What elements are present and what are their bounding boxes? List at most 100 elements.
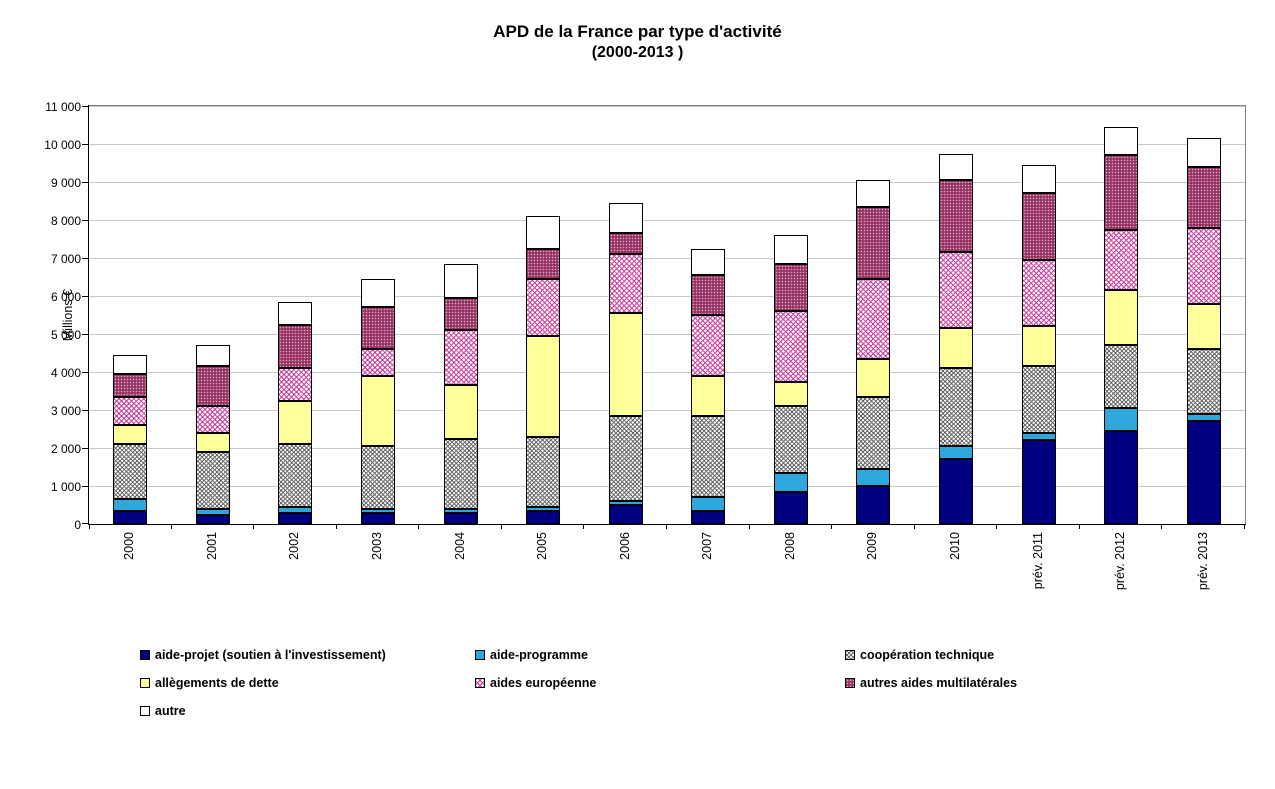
bar-segment-aides-europeenne	[526, 278, 561, 336]
bar	[443, 106, 478, 524]
x-tick-mark	[1078, 524, 1080, 529]
bar-segment-aide-projet	[443, 512, 478, 524]
bar-segment-autre	[195, 345, 230, 367]
bar-segment-aide-programme	[773, 472, 808, 492]
legend-item-aide-projet: aide-projet (soutien à l'investissement)	[140, 648, 475, 662]
y-tick-mark	[82, 296, 89, 297]
x-tick-mark	[1161, 524, 1163, 529]
y-tick-mark	[82, 448, 89, 449]
bar-segment-allegements-dette	[1186, 303, 1221, 350]
legend-label: allègements de dette	[155, 676, 279, 690]
y-tick-label: 0	[74, 518, 81, 532]
legend-label: aide-projet (soutien à l'investissement)	[155, 648, 386, 662]
bar-segment-autre	[443, 263, 478, 298]
bar-segment-aides-europeenne	[113, 396, 148, 426]
bar	[856, 106, 891, 524]
bar	[526, 106, 561, 524]
x-category-label: 2005	[535, 532, 550, 560]
bar-segment-aide-projet	[1186, 421, 1221, 524]
y-tick-mark	[82, 106, 89, 107]
legend-label: coopération technique	[860, 648, 995, 662]
bar-segment-allegements-dette	[361, 375, 395, 447]
bar-segment-cooperation-technique	[195, 451, 230, 509]
bar-segment-aide-programme	[113, 499, 148, 511]
bar-segment-autre	[773, 235, 808, 264]
x-category-label: 2008	[782, 532, 797, 560]
bar-segment-aides-europeenne	[361, 349, 395, 376]
x-tick-mark	[996, 524, 998, 529]
bar-segment-autre	[1021, 164, 1056, 194]
bar-segment-allegements-dette	[526, 335, 561, 437]
bar-segment-allegements-dette	[1021, 326, 1056, 367]
gridline	[89, 220, 1245, 221]
bar-segment-autres-multilaterales	[195, 366, 230, 407]
bar-segment-aide-projet	[856, 486, 891, 524]
bar-segment-autre	[691, 248, 726, 276]
legend-item-autres-multilaterales: autres aides multilatérales	[845, 676, 1170, 690]
y-tick-mark	[82, 182, 89, 183]
bar-segment-autres-multilaterales	[691, 275, 726, 315]
legend-item-autre: autre	[140, 704, 475, 718]
x-tick-mark	[170, 524, 172, 529]
legend-marker-autre	[140, 706, 150, 716]
bar-segment-aide-programme	[608, 501, 643, 505]
x-tick-mark	[666, 524, 667, 529]
bar-segment-cooperation-technique	[608, 415, 643, 502]
x-tick-mark	[253, 524, 255, 529]
bar-segment-aide-projet	[608, 505, 643, 524]
gridline	[89, 106, 1245, 107]
legend-label: autres aides multilatérales	[860, 676, 1018, 690]
bar-segment-autre	[278, 301, 313, 325]
bar-segment-autres-multilaterales	[856, 206, 891, 279]
gridline	[89, 486, 1245, 487]
bar-segment-allegements-dette	[939, 328, 973, 369]
bar	[1186, 106, 1221, 524]
x-category-label: 2006	[617, 532, 632, 560]
bar-segment-aide-projet	[939, 459, 973, 524]
bar-segment-cooperation-technique	[1021, 366, 1056, 433]
bar	[195, 106, 230, 524]
bar-segment-aide-programme	[361, 508, 395, 513]
bar-segment-aide-programme	[526, 506, 561, 511]
bar-segment-cooperation-technique	[278, 444, 313, 507]
bar-segment-cooperation-technique	[526, 436, 561, 507]
x-category-label: prév. 2012	[1113, 532, 1128, 591]
legend-item-allegements-dette: allègements de dette	[140, 676, 475, 690]
bar-segment-allegements-dette	[856, 358, 891, 397]
bar-segment-autre	[361, 278, 395, 308]
y-tick-label: 4 000	[50, 366, 81, 380]
legend-marker-cooperation-technique	[845, 650, 855, 660]
y-tick-mark	[82, 486, 89, 487]
legend-marker-allegements-dette	[140, 678, 150, 688]
bar-segment-allegements-dette	[195, 432, 230, 452]
bar-segment-allegements-dette	[608, 313, 643, 416]
bar-segment-autre	[1104, 126, 1139, 156]
y-tick-mark	[82, 334, 89, 335]
bar-segment-autres-multilaterales	[113, 373, 148, 397]
bar-segment-cooperation-technique	[443, 438, 478, 509]
bar-segment-aides-europeenne	[691, 315, 726, 376]
bar-segment-autre	[1186, 138, 1221, 167]
bar-segment-cooperation-technique	[1186, 349, 1221, 414]
gridline	[89, 182, 1245, 183]
bar-segment-aide-projet	[113, 510, 148, 524]
gridline	[89, 410, 1245, 411]
x-tick-mark	[913, 524, 915, 529]
bar-segment-aides-europeenne	[1186, 227, 1221, 304]
bar	[113, 106, 148, 524]
bar-segment-aide-programme	[691, 497, 726, 511]
bar-segment-autres-multilaterales	[608, 233, 643, 255]
bar-segment-cooperation-technique	[939, 368, 973, 447]
gridline	[89, 258, 1245, 259]
bar	[773, 106, 808, 524]
bar-segment-autre	[113, 354, 148, 374]
x-category-label: 2002	[287, 532, 302, 560]
bar-segment-allegements-dette	[443, 385, 478, 439]
y-tick-mark	[82, 220, 89, 221]
bar	[1104, 106, 1139, 524]
bar-segment-aides-europeenne	[278, 368, 313, 401]
bar-segment-aide-projet	[195, 514, 230, 524]
y-tick-label: 11 000	[45, 100, 81, 114]
bar-segment-aide-projet	[691, 510, 726, 524]
